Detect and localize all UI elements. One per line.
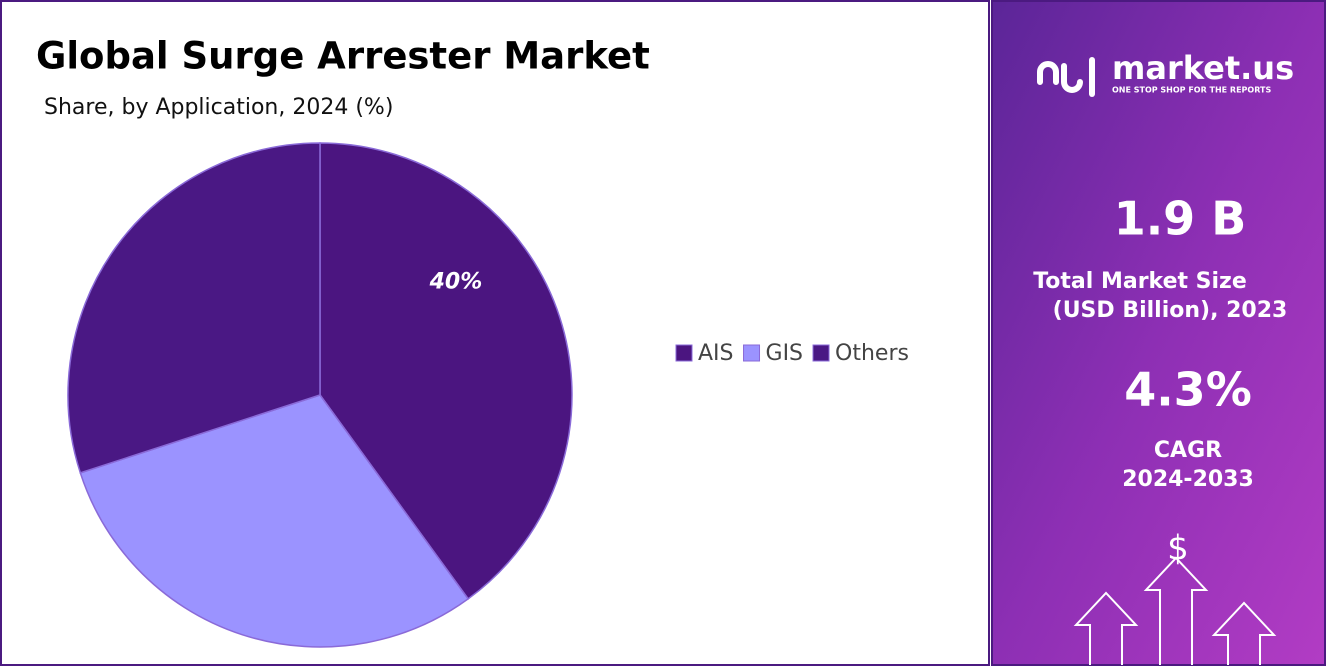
- data-label: 40%: [429, 270, 483, 295]
- sidebar-panel: [991, 0, 1326, 666]
- pie-slice: [79, 394, 470, 648]
- cagr-label: 2024-2033: [1122, 467, 1254, 492]
- legend-swatch: [743, 344, 761, 362]
- brand: market.us: [1112, 49, 1294, 87]
- logo-icon: [1037, 57, 1095, 97]
- market-size: 1.9 B: [1114, 192, 1247, 246]
- dollar-icon: $: [1167, 529, 1189, 569]
- legend-label: Others: [835, 341, 909, 366]
- tagline: ONE STOP SHOP FOR THE REPORTS: [1112, 86, 1271, 95]
- pie-slice: [67, 142, 321, 474]
- arrows: [1073, 556, 1277, 665]
- legend-swatch: [812, 344, 830, 362]
- chart-subtitle: Share, by Application, 2024 (%): [44, 95, 393, 120]
- legend-label: GIS: [766, 341, 804, 366]
- pie-slice: [319, 142, 573, 600]
- market-size-label: (USD Billion), 2023: [1053, 298, 1288, 323]
- cagr-label: CAGR: [1154, 438, 1222, 463]
- legend-swatch: [675, 344, 693, 362]
- market-size-label: Total Market Size: [1033, 269, 1247, 294]
- cagr: 4.3%: [1124, 363, 1252, 417]
- chart-title: Global Surge Arrester Market: [36, 35, 650, 78]
- legend-label: AIS: [698, 341, 734, 366]
